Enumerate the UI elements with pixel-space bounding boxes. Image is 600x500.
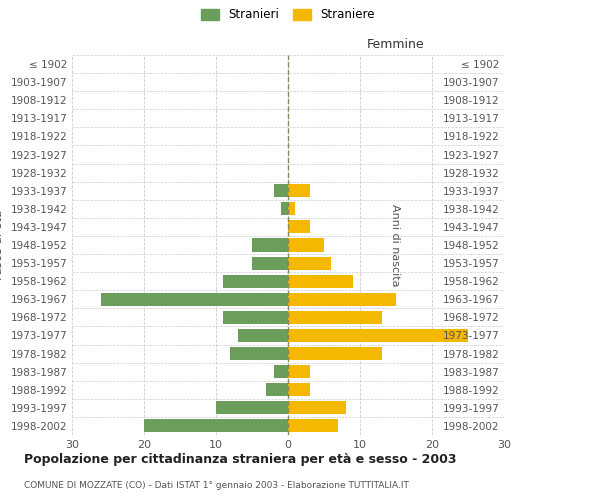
Bar xyxy=(288,274,353,287)
Bar xyxy=(288,256,331,270)
Bar xyxy=(223,311,288,324)
Bar xyxy=(288,220,310,234)
Bar xyxy=(230,347,288,360)
Bar xyxy=(288,329,468,342)
Bar xyxy=(223,274,288,287)
Y-axis label: Fasce di età: Fasce di età xyxy=(0,210,5,280)
Text: Popolazione per cittadinanza straniera per età e sesso - 2003: Popolazione per cittadinanza straniera p… xyxy=(24,452,457,466)
Bar xyxy=(252,256,288,270)
Legend: Stranieri, Straniere: Stranieri, Straniere xyxy=(201,8,375,22)
Bar xyxy=(144,420,288,432)
Bar xyxy=(288,202,295,215)
Bar xyxy=(288,420,338,432)
Bar xyxy=(288,402,346,414)
Bar xyxy=(274,365,288,378)
Bar xyxy=(288,383,310,396)
Bar xyxy=(101,293,288,306)
Bar xyxy=(288,365,310,378)
Bar xyxy=(288,311,382,324)
Bar xyxy=(252,238,288,252)
Bar xyxy=(238,329,288,342)
Bar xyxy=(288,238,324,252)
Bar xyxy=(288,347,382,360)
Bar xyxy=(288,184,310,197)
Text: Femmine: Femmine xyxy=(367,38,425,51)
Y-axis label: Anni di nascita: Anni di nascita xyxy=(389,204,400,286)
Bar xyxy=(274,184,288,197)
Text: COMUNE DI MOZZATE (CO) - Dati ISTAT 1° gennaio 2003 - Elaborazione TUTTITALIA.IT: COMUNE DI MOZZATE (CO) - Dati ISTAT 1° g… xyxy=(24,480,409,490)
Bar xyxy=(216,402,288,414)
Bar xyxy=(288,293,396,306)
Bar xyxy=(266,383,288,396)
Bar xyxy=(281,202,288,215)
